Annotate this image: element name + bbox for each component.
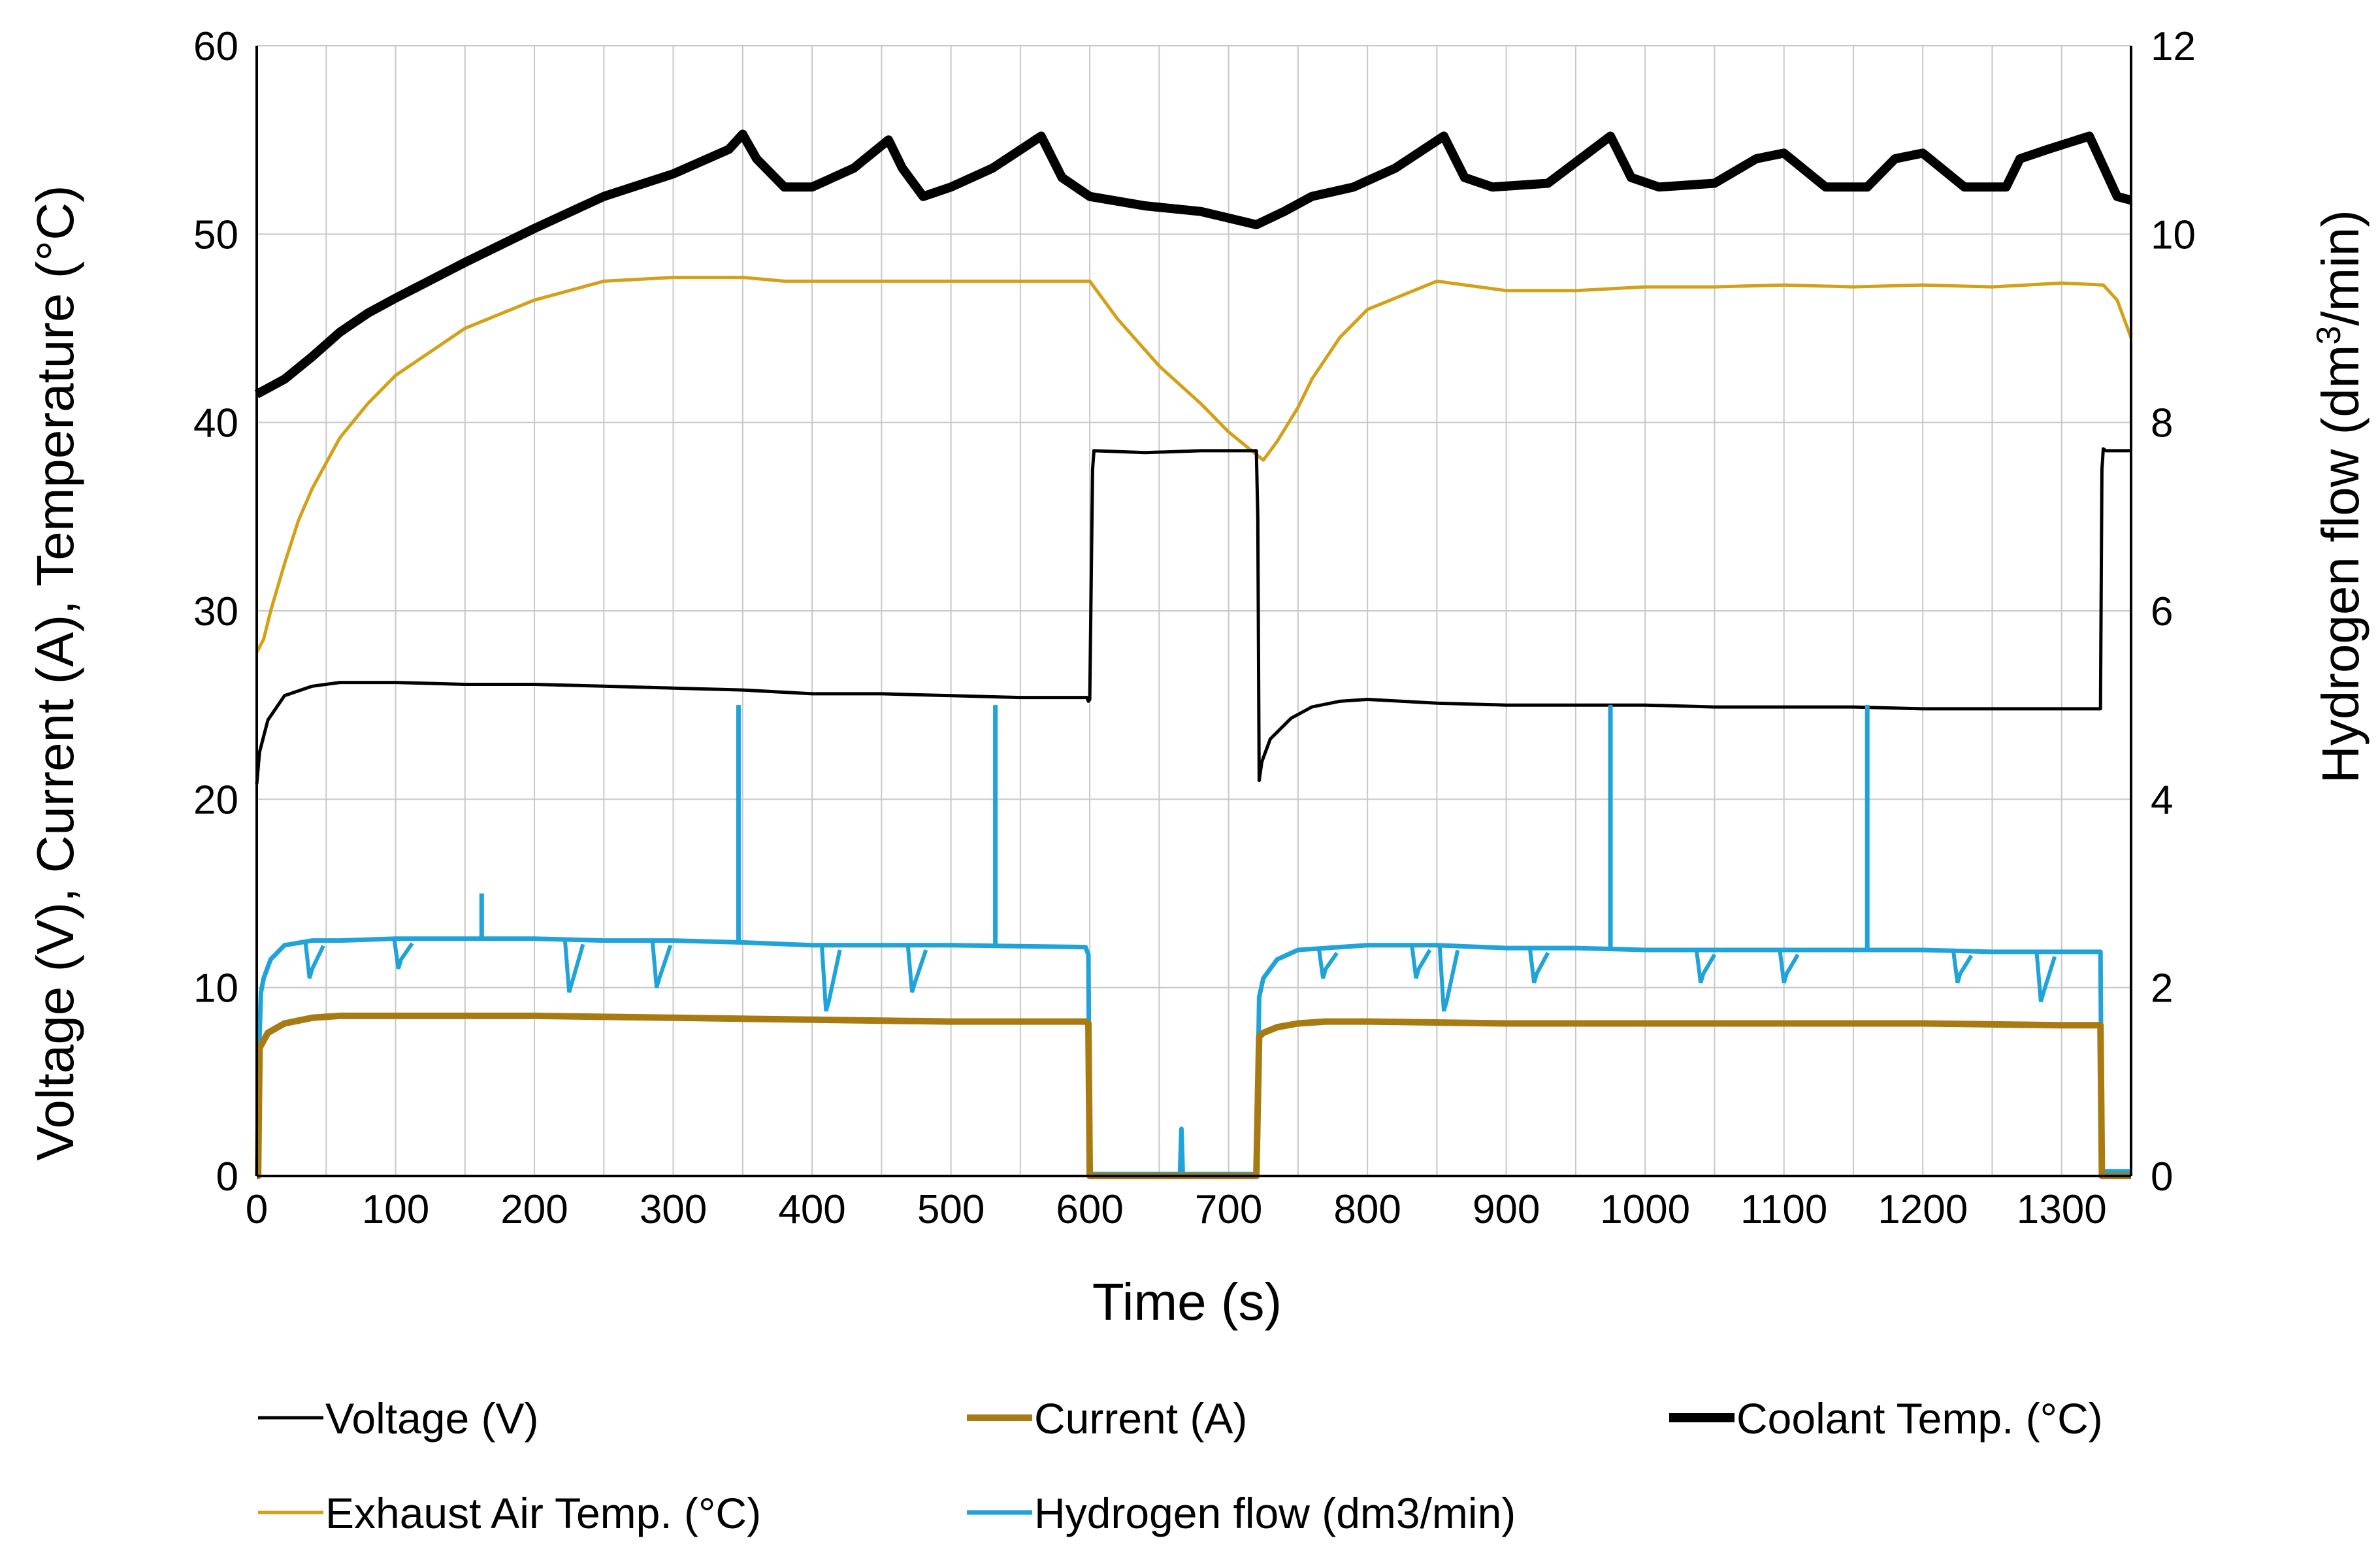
legend-label-0: Voltage (V) bbox=[325, 1394, 539, 1443]
legend: Voltage (V) Current (A) Coolant Temp. (°C)… bbox=[258, 1394, 2103, 1537]
series-line-0 bbox=[255, 447, 2131, 785]
hydrogen-dip bbox=[392, 938, 414, 970]
legend-label-3: Exhaust Air Temp. (°C) bbox=[325, 1489, 761, 1537]
hydrogen-dip bbox=[562, 939, 585, 993]
x-tick-label: 0 bbox=[246, 1187, 268, 1232]
hydrogen-dip bbox=[1316, 947, 1339, 979]
x-tick-label: 600 bbox=[1056, 1187, 1123, 1232]
y2-tick-label: 6 bbox=[2151, 589, 2173, 634]
y-tick-label: 0 bbox=[216, 1154, 238, 1200]
x-tick-label: 300 bbox=[640, 1187, 707, 1232]
hydrogen-dip bbox=[303, 940, 325, 979]
hydrogen-dip bbox=[1410, 945, 1432, 979]
hydrogen-dip bbox=[1951, 951, 1974, 984]
y2-tick-label: 4 bbox=[2151, 777, 2173, 823]
x-tick-label: 1300 bbox=[2017, 1187, 2107, 1232]
x-tick-label: 400 bbox=[778, 1187, 845, 1232]
y-tick-label: 10 bbox=[193, 966, 238, 1011]
y-tick-label: 60 bbox=[193, 24, 238, 69]
hydrogen-dip bbox=[905, 945, 928, 993]
y2-axis-title: Hydrogen flow (dm3/min) bbox=[2310, 210, 2370, 783]
x-tick-label: 100 bbox=[362, 1187, 429, 1232]
hydrogen-dip bbox=[2034, 951, 2057, 1003]
grid bbox=[257, 45, 2131, 1176]
y-tick-label: 50 bbox=[193, 212, 238, 257]
hydrogen-dip bbox=[1778, 949, 1800, 984]
series-line-3 bbox=[255, 276, 2133, 653]
x-tick-label: 700 bbox=[1195, 1187, 1262, 1232]
y-tick-label: 20 bbox=[193, 777, 238, 823]
series-line-2 bbox=[254, 129, 2132, 399]
y2-tick-label: 10 bbox=[2151, 212, 2196, 257]
axes bbox=[255, 46, 2132, 1177]
y2-axis-title-superscript: 3 bbox=[2310, 326, 2348, 345]
series-group bbox=[254, 129, 2133, 1179]
y2-axis-title-prefix: Hydrogen flow (dm bbox=[2311, 345, 2370, 783]
x-tick-label: 1100 bbox=[1740, 1187, 1827, 1232]
hydrogen-dip bbox=[1694, 949, 1717, 984]
y2-tick-label: 8 bbox=[2151, 401, 2173, 446]
legend-label-1: Current (A) bbox=[1034, 1394, 1247, 1443]
hydrogen-dip bbox=[650, 940, 673, 988]
tick-labels: 0 100 200 300 400 500 600 700 800 900 1000 1100 1200… bbox=[193, 24, 2196, 1232]
y-axis-title: Voltage (V), Current (A), Temperature (°… bbox=[26, 185, 84, 1160]
y-tick-label: 40 bbox=[193, 401, 238, 446]
y2-tick-label: 2 bbox=[2151, 966, 2173, 1011]
x-tick-label: 800 bbox=[1333, 1187, 1401, 1232]
x-tick-label: 1000 bbox=[1600, 1187, 1690, 1232]
x-tick-label: 200 bbox=[500, 1187, 568, 1232]
x-tick-label: 1200 bbox=[1878, 1187, 1968, 1232]
x-axis-title: Time (s) bbox=[1092, 1273, 1282, 1331]
hydrogen-dip bbox=[819, 945, 842, 1012]
hydrogen-dip bbox=[1437, 945, 1460, 1012]
x-tick-label: 500 bbox=[917, 1187, 985, 1232]
legend-label-2: Coolant Temp. (°C) bbox=[1736, 1394, 2103, 1443]
y2-axis-title-suffix: /min) bbox=[2311, 210, 2370, 326]
x-tick-label: 900 bbox=[1473, 1187, 1540, 1232]
y2-tick-label: 0 bbox=[2151, 1154, 2173, 1200]
hydrogen-dip bbox=[1527, 947, 1550, 984]
legend-label-4: Hydrogen flow (dm3/min) bbox=[1034, 1489, 1516, 1537]
y2-tick-label: 12 bbox=[2151, 24, 2196, 69]
y-tick-label: 30 bbox=[193, 589, 238, 634]
